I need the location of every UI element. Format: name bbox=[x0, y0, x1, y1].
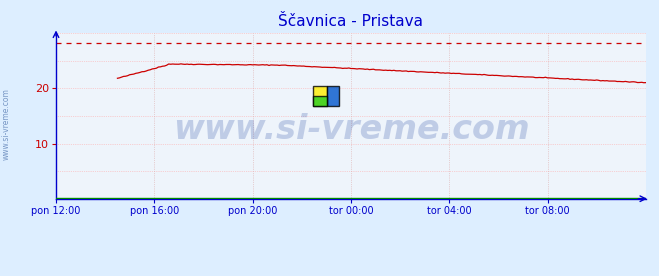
Title: Ščavnica - Pristava: Ščavnica - Pristava bbox=[278, 14, 424, 29]
Text: www.si-vreme.com: www.si-vreme.com bbox=[2, 88, 11, 160]
FancyBboxPatch shape bbox=[328, 86, 339, 106]
FancyBboxPatch shape bbox=[312, 96, 328, 106]
Text: www.si-vreme.com: www.si-vreme.com bbox=[173, 113, 529, 146]
FancyBboxPatch shape bbox=[312, 86, 328, 106]
